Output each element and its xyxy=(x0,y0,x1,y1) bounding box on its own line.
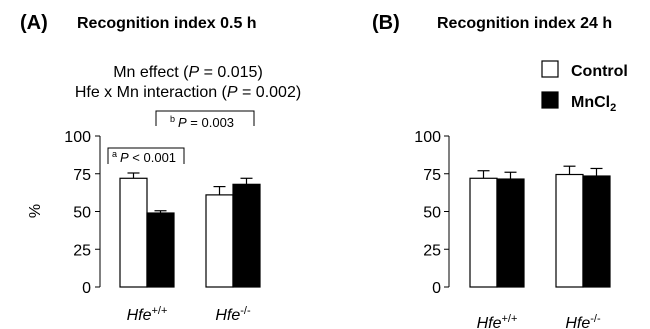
bar xyxy=(555,173,584,288)
y-tick-label: 50 xyxy=(423,205,441,222)
x-category-label: Hfe+/+ xyxy=(127,305,168,324)
x-category-label: Hfe-/- xyxy=(565,313,601,329)
panel-a-title: Recognition index 0.5 h xyxy=(77,15,257,32)
x-category-label: Hfe-/- xyxy=(215,305,251,324)
bracket-b xyxy=(155,110,255,126)
bar xyxy=(146,212,175,288)
y-tick-label: 25 xyxy=(423,242,441,259)
y-tick-label: 75 xyxy=(423,167,441,184)
interaction-annotation: Hfe x Mn interaction (P = 0.002) xyxy=(75,84,301,101)
y-tick-label: 25 xyxy=(73,242,91,259)
y-tick-label: 75 xyxy=(73,167,91,184)
bar xyxy=(119,177,148,288)
y-axis-label: % xyxy=(27,204,44,218)
chart-b: 0 25 50 75 100 Hfe+/+ Hfe-/- xyxy=(414,129,611,329)
legend-label-control: Control xyxy=(571,63,628,80)
legend-swatch-control xyxy=(541,60,559,78)
bar xyxy=(469,177,498,288)
bar xyxy=(205,194,234,288)
x-category-label: Hfe+/+ xyxy=(477,313,518,329)
panel-a-letter: (A) xyxy=(20,12,48,34)
legend-label-mncl2: MnCl2 xyxy=(571,94,616,114)
bracket-a xyxy=(107,147,185,164)
y-tick-label: 0 xyxy=(82,280,91,297)
panel-b-letter: (B) xyxy=(372,12,400,34)
y-tick-label: 100 xyxy=(64,129,91,146)
bar xyxy=(232,183,261,288)
legend-swatch-mncl2 xyxy=(541,91,559,109)
y-tick-label: 100 xyxy=(414,129,441,146)
panel-b-title: Recognition index 24 h xyxy=(437,15,612,32)
bar xyxy=(582,175,611,288)
y-tick-label: 0 xyxy=(432,280,441,297)
y-tick-label: 50 xyxy=(73,205,91,222)
bar xyxy=(496,178,525,288)
chart-a: 0 25 50 75 100 Hfe+/+ Hfe-/- xyxy=(64,129,261,324)
mn-effect-annotation: Mn effect (P = 0.015) xyxy=(113,64,263,81)
